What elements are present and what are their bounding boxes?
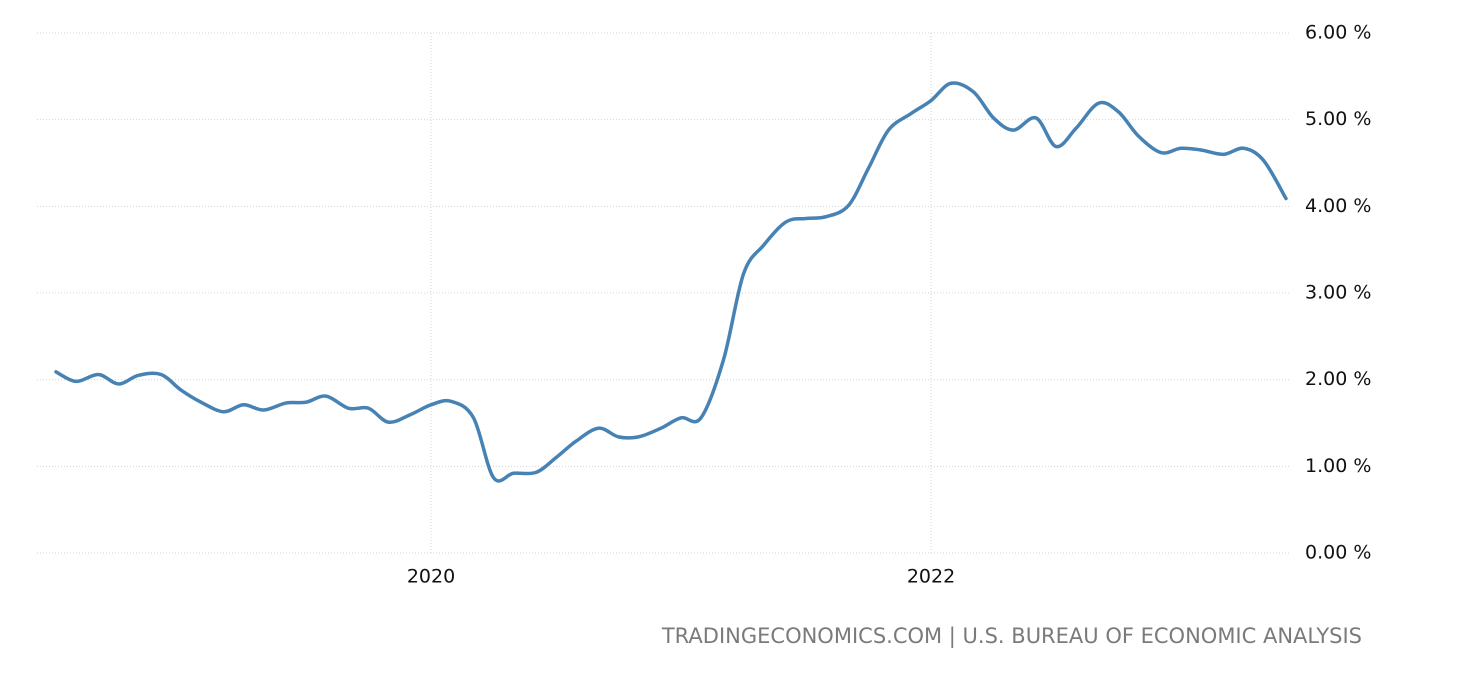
y-tick-label: 3.00 % [1305, 282, 1371, 304]
source: TRADINGECONOMICS.COM | U.S. BUREAU OF EC… [661, 624, 1362, 649]
y-tick-label: 1.00 % [1305, 455, 1371, 477]
y-tick-label: 4.00 % [1305, 195, 1371, 217]
y-tick-label: 0.00 % [1305, 542, 1371, 564]
y-tick-label: 2.00 % [1305, 368, 1371, 390]
y-tick-label: 5.00 % [1305, 108, 1371, 130]
x-tick-label: 2022 [907, 566, 955, 588]
y-tick-label: 6.00 % [1305, 22, 1371, 44]
line [54, 81, 1288, 483]
x-tick-label: 2020 [407, 566, 455, 588]
